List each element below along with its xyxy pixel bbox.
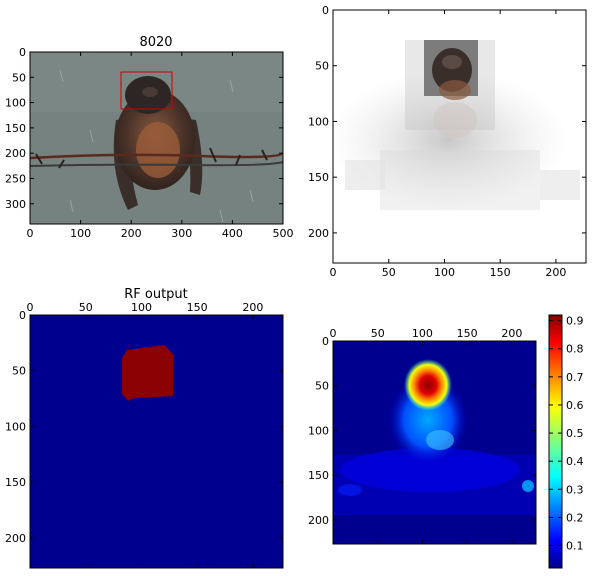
y-tick-label: 0 bbox=[322, 4, 329, 17]
y-tick-label: 100 bbox=[308, 424, 329, 437]
colorbar-tick-label: 0.7 bbox=[566, 371, 584, 384]
x-tick-label: 0 bbox=[27, 227, 34, 240]
y-tick-label: 150 bbox=[308, 469, 329, 482]
y-tick-label: 150 bbox=[5, 476, 26, 489]
rf-ticks: 0 50 100 150 200 0 50 100 150 200 bbox=[5, 301, 283, 568]
x-tick-label: 300 bbox=[171, 227, 192, 240]
y-tick-label: 150 bbox=[308, 171, 329, 184]
y-tick-label: 100 bbox=[5, 420, 26, 433]
heatmap-panel: 0 50 100 150 200 0 50 100 150 200 bbox=[308, 327, 537, 545]
y-tick-label: 200 bbox=[308, 514, 329, 527]
x-tick-label: 100 bbox=[434, 266, 455, 279]
saliency-panel: 0 50 100 150 200 0 50 100 150 200 bbox=[308, 4, 587, 279]
colorbar-tick-label: 0.1 bbox=[566, 540, 584, 553]
colorbar-ticks: 0.1 0.2 0.3 0.4 0.5 0.6 0.7 0.8 0.9 bbox=[549, 315, 584, 553]
y-tick-label: 0 bbox=[19, 309, 26, 322]
colorbar-tick-label: 0.9 bbox=[566, 315, 584, 328]
y-tick-label: 100 bbox=[308, 115, 329, 128]
colorbar-tick-label: 0.2 bbox=[566, 511, 584, 524]
x-tick-label: 400 bbox=[222, 227, 243, 240]
y-tick-label: 250 bbox=[5, 172, 26, 185]
x-tick-label: 100 bbox=[412, 327, 433, 340]
x-tick-label: 500 bbox=[273, 227, 294, 240]
x-tick-label: 200 bbox=[501, 327, 522, 340]
heatmap-image bbox=[333, 341, 536, 544]
rf-image bbox=[30, 315, 283, 568]
y-tick-label: 50 bbox=[12, 71, 26, 84]
y-tick-label: 50 bbox=[315, 380, 329, 393]
y-tick-label: 0 bbox=[19, 46, 26, 59]
x-tick-label: 0 bbox=[330, 266, 337, 279]
x-tick-label: 50 bbox=[371, 327, 385, 340]
y-tick-label: 200 bbox=[308, 227, 329, 240]
rf-title: RF output bbox=[124, 287, 188, 302]
photo-title: 8020 bbox=[139, 35, 172, 50]
x-tick-label: 150 bbox=[187, 301, 208, 314]
rf-panel: RF output 0 50 100 150 200 0 50 100 150 200 bbox=[5, 287, 284, 569]
colorbar-tick-label: 0.8 bbox=[566, 343, 584, 356]
photo-bounding-box bbox=[120, 71, 173, 110]
colorbar: 0.1 0.2 0.3 0.4 0.5 0.6 0.7 0.8 0.9 bbox=[548, 314, 584, 569]
x-tick-label: 100 bbox=[131, 301, 152, 314]
colorbar-tick-label: 0.3 bbox=[566, 483, 584, 496]
saliency-image bbox=[333, 10, 586, 263]
colorbar-gradient bbox=[548, 314, 563, 569]
photo-image bbox=[30, 52, 283, 224]
x-tick-label: 50 bbox=[382, 266, 396, 279]
x-tick-label: 100 bbox=[70, 227, 91, 240]
y-tick-label: 50 bbox=[315, 60, 329, 73]
y-tick-label: 100 bbox=[5, 97, 26, 110]
colorbar-tick-label: 0.4 bbox=[566, 455, 584, 468]
y-tick-label: 300 bbox=[5, 198, 26, 211]
x-tick-label: 50 bbox=[79, 301, 93, 314]
x-tick-label: 0 bbox=[27, 301, 34, 314]
y-tick-label: 200 bbox=[5, 532, 26, 545]
colorbar-tick-label: 0.5 bbox=[566, 427, 584, 440]
rf-region bbox=[122, 345, 174, 401]
x-tick-label: 0 bbox=[330, 327, 337, 340]
photo-panel: 8020 0 100 200 300 400 500 0 50 100 150 200 250 300 bbox=[5, 35, 294, 240]
y-tick-label: 0 bbox=[322, 335, 329, 348]
y-tick-label: 150 bbox=[5, 122, 26, 135]
x-tick-label: 150 bbox=[457, 327, 478, 340]
x-tick-label: 200 bbox=[121, 227, 142, 240]
photo-ticks: 0 100 200 300 400 500 0 50 100 150 200 250 300 bbox=[5, 46, 294, 240]
x-tick-label: 200 bbox=[242, 301, 263, 314]
heatmap-ticks: 0 50 100 150 200 0 50 100 150 200 bbox=[308, 327, 536, 544]
y-tick-label: 200 bbox=[5, 147, 26, 160]
x-tick-label: 150 bbox=[490, 266, 511, 279]
y-tick-label: 50 bbox=[12, 365, 26, 378]
colorbar-tick-label: 0.6 bbox=[566, 399, 584, 412]
x-tick-label: 200 bbox=[545, 266, 566, 279]
saliency-ticks: 0 50 100 150 200 0 50 100 150 200 bbox=[308, 4, 586, 279]
